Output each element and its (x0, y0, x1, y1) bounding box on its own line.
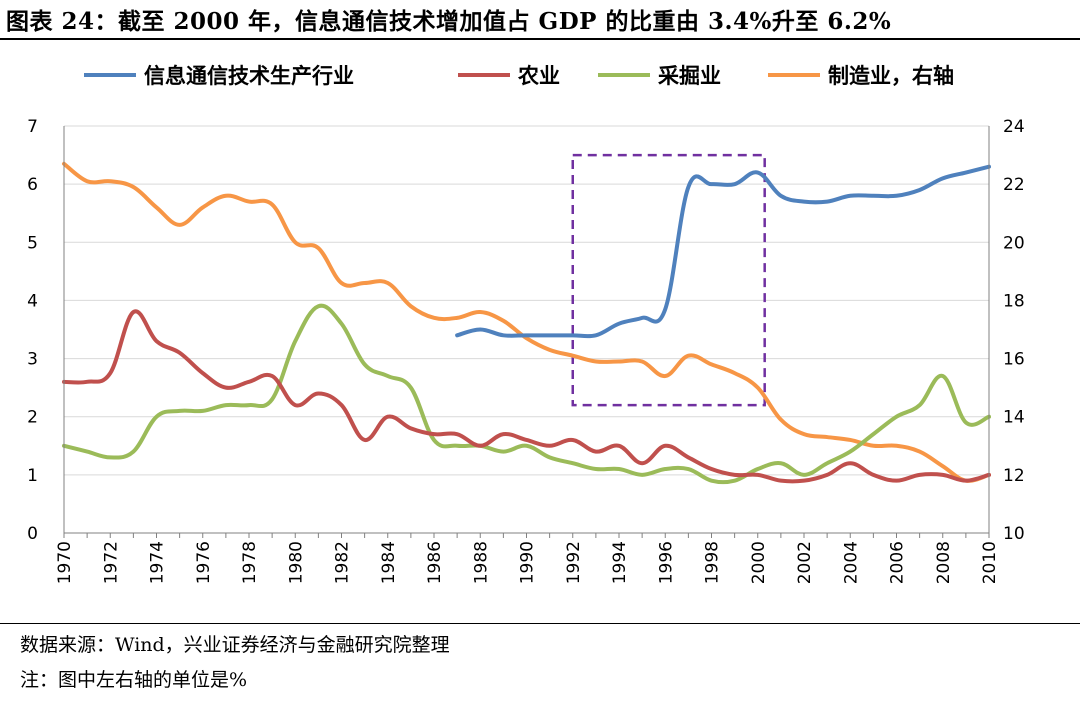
grid-lines (64, 125, 989, 534)
series-lines (62, 161, 991, 485)
x-tick-label: 2010 (980, 541, 1000, 584)
x-tick-label: 1972 (101, 541, 121, 584)
x-tick-label: 1986 (425, 541, 445, 584)
legend: 信息通信技术生产行业 农业 采掘业 制造业，右轴 (84, 64, 954, 88)
legend-label-agri: 农业 (517, 64, 560, 88)
x-tick-label: 1992 (564, 541, 584, 584)
left-axis-tick-label: 4 (27, 291, 38, 311)
x-tick-label: 1984 (379, 541, 399, 584)
left-axis-tick-label: 1 (27, 466, 38, 486)
right-axis-tick-label: 22 (1003, 175, 1025, 195)
legend-label-mining: 采掘业 (658, 64, 721, 88)
axes: 0 10 1 12 2 14 3 16 4 18 5 20 6 22 7 24 1970 1972 1974 1976… (27, 117, 1024, 584)
title-divider (0, 38, 1080, 40)
right-axis-tick-label: 24 (1003, 117, 1025, 137)
left-axis-tick-label: 7 (27, 117, 38, 137)
x-tick-label: 1998 (703, 541, 723, 584)
right-axis-tick-label: 14 (1003, 408, 1025, 428)
x-tick-label: 1988 (471, 541, 491, 584)
x-tick-label: 2000 (749, 541, 769, 584)
right-axis-tick-label: 12 (1003, 466, 1025, 486)
x-tick-label: 1990 (518, 541, 538, 584)
axis-unit-note: 注：图中左右轴的单位是% (20, 669, 248, 691)
x-tick-label: 1976 (194, 541, 214, 584)
x-tick-label: 1978 (240, 541, 260, 584)
chart-title: 图表 24：截至 2000 年，信息通信技术增加值占 GDP 的比重由 3.4%… (6, 8, 892, 35)
left-axis-tick-label: 6 (27, 175, 38, 195)
series-line-agri (62, 309, 991, 484)
x-tick-label: 1970 (55, 541, 75, 584)
left-axis-tick-label: 0 (27, 524, 38, 544)
x-tick-label: 1982 (333, 541, 353, 584)
x-tick-label: 2002 (795, 541, 815, 584)
x-tick-label: 2006 (888, 541, 908, 584)
x-tick-label: 2008 (934, 541, 954, 584)
left-axis-tick-label: 5 (27, 233, 38, 253)
right-axis-tick-label: 18 (1003, 291, 1025, 311)
series-line-mining (62, 303, 991, 485)
legend-label-ict: 信息通信技术生产行业 (144, 64, 354, 88)
x-tick-label: 1980 (286, 541, 306, 584)
legend-label-manufacturing: 制造业，右轴 (828, 64, 954, 88)
series-line-ict (455, 164, 991, 339)
source-note: 数据来源：Wind，兴业证券经济与金融研究院整理 (20, 634, 450, 656)
x-tick-label: 1996 (656, 541, 676, 584)
footer-divider (0, 623, 1080, 624)
left-axis-tick-label: 3 (27, 350, 38, 370)
x-tick-label: 1994 (610, 541, 630, 584)
line-chart: 信息通信技术生产行业 农业 采掘业 制造业，右轴 0 10 1 12 2 14 3 16 4 18 5 20… (27, 64, 1024, 584)
highlight-box (571, 153, 766, 407)
right-axis-tick-label: 16 (1003, 350, 1025, 370)
right-axis-tick-label: 10 (1003, 524, 1025, 544)
highlight-rect (571, 153, 766, 407)
left-axis-tick-label: 2 (27, 408, 38, 428)
x-tick-label: 2004 (841, 541, 861, 584)
x-tick-label: 1974 (148, 541, 168, 584)
right-axis-tick-label: 20 (1003, 233, 1025, 253)
series-line-manufacturing (62, 161, 991, 483)
